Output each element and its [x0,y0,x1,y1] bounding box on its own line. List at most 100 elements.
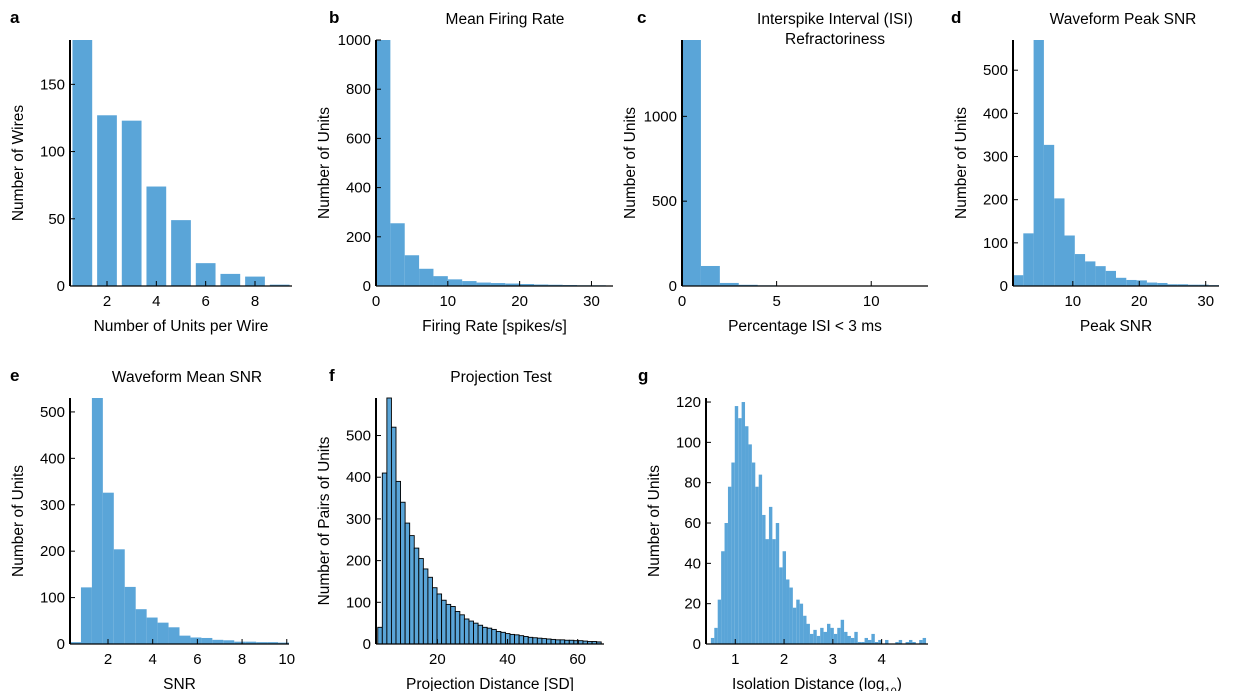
hist-bar-d-12 [1136,280,1147,286]
y-tick-label: 100 [983,235,1008,252]
y-tick-label: 300 [346,511,371,528]
chart-title: Mean Firing Rate [446,11,565,28]
hist-bar-b-6 [462,281,477,286]
hist-bar-f-26 [495,631,502,645]
y-tick-label: 120 [676,394,701,411]
hist-bar-f-19 [463,618,470,645]
hist-bar-g-16 [765,539,769,644]
hist-bar-g-30 [813,629,817,644]
x-axis-label-tail: ) [897,676,902,691]
hist-bar-f-33 [527,636,534,645]
hist-bar-c-1 [700,265,720,286]
hist-bar-e-5 [124,586,136,644]
hist-bar-g-29 [809,633,814,644]
y-tick-label: 100 [676,434,701,451]
hist-bar-g-11 [748,444,752,644]
y-tick-label: 400 [40,450,65,467]
hist-bar-d-7 [1085,261,1096,286]
y-tick-label: 200 [346,553,371,570]
hist-bar-g-37 [837,627,841,644]
hist-bar-d-10 [1116,277,1127,286]
x-tick-label: 20 [1131,293,1148,310]
hist-bar-f-27 [500,631,506,645]
x-tick-label: 2 [103,293,111,310]
hist-bar-e-15 [234,641,246,644]
hist-bar-f-35 [536,637,543,645]
y-tick-label: 100 [40,590,65,607]
y-tick-label: 200 [346,229,371,246]
hist-bar-g-51 [885,639,889,644]
hist-bar-f-36 [541,638,547,645]
hist-bar-f-21 [473,622,479,645]
y-tick-label: 200 [983,192,1008,209]
bar-a-9 [269,284,290,286]
x-tick-label: 6 [201,293,209,310]
hist-bar-g-3 [721,551,725,644]
panel-d: 0 100 200 300 400 500 10 20 30 Peak SNR Number of … [951,8,1219,335]
x-axis-label: Peak SNR [1080,318,1152,335]
hist-bar-g-40 [847,635,851,644]
hist-bar-b-1 [390,223,405,286]
y-tick-label: 100 [346,594,371,611]
x-axis-label: Projection Distance [SD] [406,676,574,691]
hist-bar-d-16 [1177,284,1189,286]
x-tick-label: 10 [439,293,456,310]
x-axis-label: SNR [163,676,196,691]
hist-bar-g-17 [768,506,773,644]
panel-letter: e [10,366,19,385]
y-tick-label: 0 [57,636,65,653]
y-tick-label: 500 [652,193,677,210]
hist-bar-f-3 [390,426,397,645]
hist-bar-g-22 [786,579,790,644]
x-tick-label: 30 [583,293,600,310]
hist-bar-g-59 [912,641,916,644]
hist-bar-g-33 [823,631,828,644]
panel-c: 0 500 1000 0 5 10 Percentage ISI < 3 ms Number … [622,8,928,335]
hist-bar-g-9 [741,402,746,644]
hist-bar-f-34 [532,637,538,645]
hist-bar-f-10 [422,568,429,645]
y-tick-label: 0 [57,278,65,295]
hist-bar-d-18 [1198,284,1209,286]
y-tick-label: 80 [684,475,701,492]
hist-bar-d-0 [1013,275,1024,286]
x-axis-label: Number of Units per Wire [94,318,269,335]
y-tick-label: 500 [346,428,371,445]
hist-bar-f-0 [377,626,383,645]
hist-bar-e-1 [80,587,92,644]
x-axis-label: Isolation Distance (log10) [732,676,902,691]
y-tick-label: 20 [684,596,701,613]
hist-bar-e-4 [113,549,125,644]
hist-bar-g-25 [796,599,800,644]
y-axis-label: Number of Units [646,465,663,577]
panel-letter: d [951,8,961,27]
x-tick-label: 20 [429,651,446,668]
y-axis-label: Number of Pairs of Units [316,436,333,605]
hist-bar-b-10 [519,284,534,286]
y-tick-label: 100 [40,144,65,161]
hist-bar-g-12 [751,462,756,644]
hist-bar-f-6 [404,522,411,645]
hist-bar-d-3 [1043,144,1055,286]
hist-bar-b-3 [419,268,434,286]
y-axis-label: Number of Units [622,107,639,219]
hist-bar-f-9 [418,558,424,645]
hist-bar-g-20 [779,567,783,644]
y-tick-label: 1000 [644,108,677,125]
hist-bar-g-54 [895,641,899,644]
y-tick-label: 200 [40,543,65,560]
hist-bar-f-13 [436,593,443,645]
x-tick-label: 2 [104,651,112,668]
x-tick-label: 60 [569,651,586,668]
hist-bar-g-34 [827,623,831,644]
hist-bar-g-0 [710,637,715,644]
y-tick-label: 500 [40,404,65,421]
hist-bar-f-7 [409,535,415,645]
panel-letter: f [329,366,335,385]
hist-bar-d-14 [1157,282,1168,286]
hist-bar-b-11 [534,284,549,286]
hist-bar-g-23 [789,587,793,644]
hist-bar-e-9 [168,627,180,644]
panel-e: 0 100 200 300 400 500 2 4 6 8 10 SNR Number of Units… [10,366,295,691]
hist-bar-g-41 [850,637,855,644]
